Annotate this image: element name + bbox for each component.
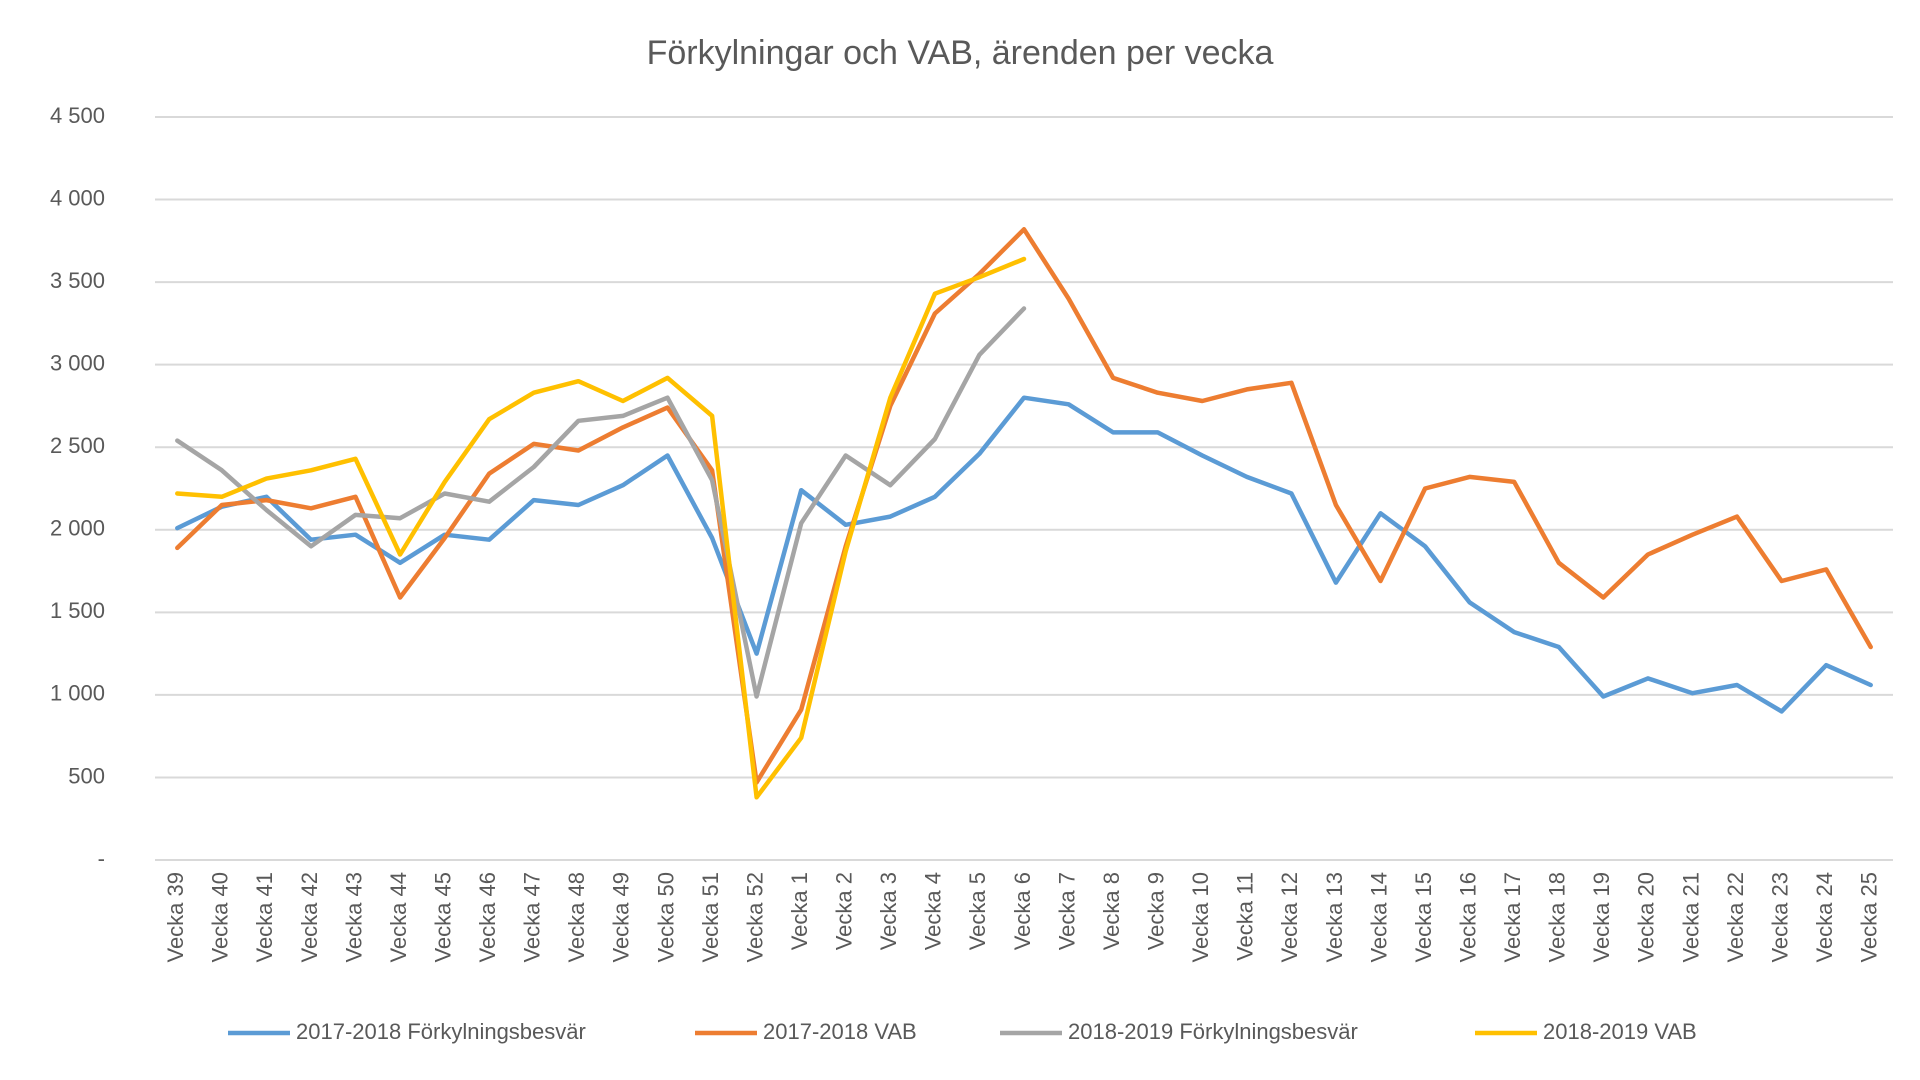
x-tick-label: Vecka 16	[1455, 872, 1480, 963]
x-tick-label: Vecka 11	[1233, 872, 1258, 961]
y-tick-label: 4 000	[50, 185, 105, 210]
x-tick-label: Vecka 43	[341, 872, 366, 963]
series-line	[175, 256, 1027, 800]
x-tick-label: Vecka 48	[564, 872, 589, 963]
legend-item: 2018-2019 VAB	[1475, 1019, 1697, 1044]
x-tick-label: Vecka 3	[876, 872, 901, 950]
y-tick-label: 1 500	[50, 598, 105, 623]
legend-label: 2017-2018 VAB	[763, 1019, 917, 1044]
series-line	[175, 227, 1873, 785]
x-tick-label: Vecka 41	[252, 872, 277, 963]
x-tick-label: Vecka 47	[520, 872, 545, 963]
x-tick-label: Vecka 14	[1366, 872, 1391, 963]
y-tick-label: 4 500	[50, 103, 105, 128]
x-tick-label: Vecka 23	[1767, 872, 1792, 963]
x-tick-label: Vecka 39	[163, 872, 188, 963]
x-tick-label: Vecka 51	[698, 872, 723, 963]
x-tick-label: Vecka 50	[653, 872, 678, 963]
x-tick-label: Vecka 22	[1723, 872, 1748, 963]
legend-item: 2017-2018 VAB	[695, 1019, 917, 1044]
x-tick-label: Vecka 44	[386, 872, 411, 963]
x-tick-label: Vecka 40	[208, 872, 233, 963]
x-tick-label: Vecka 46	[475, 872, 500, 963]
x-tick-label: Vecka 12	[1277, 872, 1302, 963]
y-tick-label: 500	[68, 763, 105, 788]
series-line	[175, 306, 1027, 699]
x-tick-label: Vecka 13	[1322, 872, 1347, 963]
x-tick-label: Vecka 42	[297, 872, 322, 963]
x-tick-label: Vecka 10	[1188, 872, 1213, 963]
x-tick-label: Vecka 45	[430, 872, 455, 963]
x-tick-label: Vecka 52	[742, 872, 767, 963]
x-tick-label: Vecka 7	[1054, 872, 1079, 950]
x-tick-label: Vecka 4	[921, 872, 946, 950]
x-tick-label: Vecka 21	[1678, 872, 1703, 963]
legend-item: 2017-2018 Förkylningsbesvär	[228, 1019, 586, 1044]
x-tick-label: Vecka 19	[1589, 872, 1614, 963]
x-tick-label: Vecka 49	[609, 872, 634, 963]
y-tick-label: 2 000	[50, 516, 105, 541]
x-tick-label: Vecka 8	[1099, 872, 1124, 950]
legend-label: 2017-2018 Förkylningsbesvär	[296, 1019, 586, 1044]
x-tick-label: Vecka 24	[1812, 872, 1837, 963]
x-tick-label: Vecka 17	[1500, 872, 1525, 963]
y-tick-label: 3 000	[50, 350, 105, 375]
legend-item: 2018-2019 Förkylningsbesvär	[1000, 1019, 1358, 1044]
legend-label: 2018-2019 Förkylningsbesvär	[1068, 1019, 1358, 1044]
y-tick-label: 1 000	[50, 681, 105, 706]
y-tick-label: 3 500	[50, 268, 105, 293]
y-tick-label: 2 500	[50, 433, 105, 458]
x-tick-label: Vecka 20	[1634, 872, 1659, 963]
y-tick-label: -	[98, 846, 105, 871]
x-tick-label: Vecka 1	[787, 872, 812, 950]
x-tick-label: Vecka 18	[1545, 872, 1570, 963]
x-tick-label: Vecka 15	[1411, 872, 1436, 963]
x-tick-label: Vecka 25	[1857, 872, 1882, 963]
x-tick-label: Vecka 5	[965, 872, 990, 950]
chart-title: Förkylningar och VAB, ärenden per vecka	[647, 34, 1274, 72]
series-line	[175, 395, 1873, 714]
x-tick-label: Vecka 9	[1144, 872, 1169, 950]
legend-label: 2018-2019 VAB	[1543, 1019, 1697, 1044]
x-tick-label: Vecka 6	[1010, 872, 1035, 950]
x-tick-label: Vecka 2	[832, 872, 857, 950]
